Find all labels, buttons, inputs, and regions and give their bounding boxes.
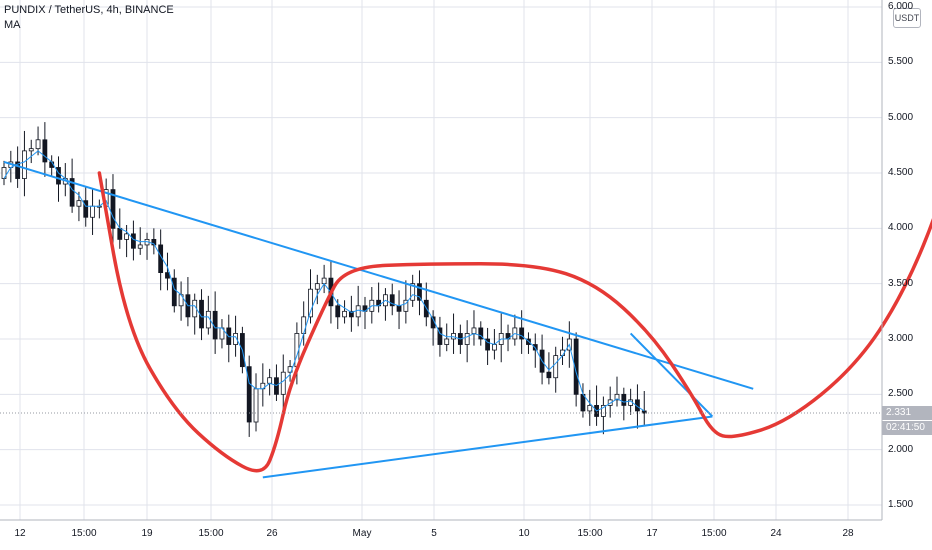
candle-body bbox=[246, 366, 252, 423]
last-price-label: 2.331 bbox=[882, 406, 932, 420]
candle-body bbox=[137, 244, 143, 249]
candle-body bbox=[410, 283, 416, 301]
candle-body bbox=[90, 205, 95, 218]
candle-body bbox=[403, 299, 409, 312]
candle-body bbox=[492, 344, 497, 351]
candle-body bbox=[587, 404, 593, 412]
chart-grid bbox=[0, 0, 882, 520]
candle-body bbox=[342, 310, 347, 318]
symbol-title[interactable]: PUNDIX / TetherUS, 4h, BINANCE bbox=[4, 4, 174, 16]
candle-body bbox=[151, 238, 157, 246]
x-tick-label: 15:00 bbox=[701, 528, 727, 539]
y-tick-label: 4.000 bbox=[888, 222, 914, 234]
y-tick-label: 2.500 bbox=[888, 388, 914, 400]
candle-body bbox=[451, 333, 456, 340]
candle-body bbox=[335, 305, 341, 318]
candle-body bbox=[117, 227, 123, 240]
candle-body bbox=[389, 294, 395, 307]
candle-body bbox=[396, 305, 402, 312]
x-tick-label: 15:00 bbox=[71, 528, 97, 539]
x-tick-label: 10 bbox=[518, 528, 530, 539]
candle-body bbox=[437, 327, 443, 345]
x-tick-label: 12 bbox=[14, 528, 26, 539]
trendline-lower bbox=[262, 415, 713, 479]
candle-body bbox=[308, 288, 313, 318]
candle-body bbox=[444, 338, 450, 345]
candle-body bbox=[348, 310, 354, 318]
candle-body bbox=[614, 393, 620, 401]
candle-body bbox=[553, 355, 559, 379]
candle-body bbox=[171, 277, 177, 307]
bar-countdown-label: 02:41:50 bbox=[882, 421, 932, 435]
y-tick-label: 2.000 bbox=[888, 443, 914, 455]
candle-body bbox=[15, 161, 21, 179]
candle-body bbox=[233, 333, 238, 345]
candle-body bbox=[471, 327, 477, 334]
x-tick-label: 15:00 bbox=[198, 528, 224, 539]
candle-body bbox=[69, 178, 75, 207]
candle-body bbox=[165, 272, 170, 279]
candle-body bbox=[464, 333, 470, 345]
candle-body bbox=[280, 371, 286, 395]
y-tick-label: 4.500 bbox=[888, 167, 914, 178]
y-tick-label: 6.000 bbox=[888, 1, 914, 12]
trendline-upper bbox=[3, 160, 754, 390]
y-tick-label: 5.500 bbox=[888, 56, 914, 68]
x-tick-label: 26 bbox=[266, 528, 278, 539]
currency-button[interactable]: USDT bbox=[893, 8, 921, 28]
candle-body bbox=[417, 283, 422, 301]
x-tick-label: 5 bbox=[431, 528, 437, 539]
candle-body bbox=[485, 338, 490, 351]
candle-body bbox=[110, 189, 116, 229]
candle-body bbox=[83, 200, 89, 218]
candle-body bbox=[131, 233, 136, 249]
y-tick-label: 1.500 bbox=[888, 499, 914, 510]
candle-body bbox=[22, 150, 27, 179]
candlestick-series bbox=[1, 122, 647, 437]
candle-body bbox=[267, 377, 273, 384]
ma-indicator-label[interactable]: MA bbox=[4, 19, 21, 31]
candle-body bbox=[124, 233, 130, 240]
candle-body bbox=[56, 167, 61, 185]
x-tick-label: May bbox=[352, 528, 372, 539]
candle-body bbox=[573, 338, 579, 395]
y-tick-label: 3.500 bbox=[888, 277, 914, 289]
trendlines bbox=[3, 160, 754, 479]
candle-body bbox=[321, 277, 327, 285]
candle-body bbox=[355, 305, 361, 318]
candle-body bbox=[28, 148, 34, 152]
candle-body bbox=[76, 200, 82, 207]
x-tick-label: 19 bbox=[141, 528, 153, 539]
candle-body bbox=[1, 167, 7, 179]
candle-body bbox=[314, 283, 320, 290]
chart-legend: PUNDIX / TetherUS, 4h, BINANCE MA bbox=[4, 3, 174, 33]
x-tick-label: 28 bbox=[842, 528, 854, 539]
x-tick-label: 17 bbox=[646, 528, 658, 539]
projection-drawing bbox=[97, 171, 932, 473]
candle-body bbox=[519, 327, 525, 340]
candle-body bbox=[35, 139, 41, 150]
x-tick-label: 15:00 bbox=[577, 528, 603, 539]
ma-line bbox=[3, 150, 645, 412]
x-tick-label: 24 bbox=[770, 528, 782, 539]
candle-body bbox=[301, 316, 307, 334]
candle-body bbox=[621, 393, 627, 406]
candle-body bbox=[253, 388, 259, 423]
candle-body bbox=[478, 327, 484, 340]
y-tick-label: 3.000 bbox=[888, 333, 914, 344]
y-tick-label: 5.000 bbox=[888, 111, 914, 123]
candle-body bbox=[600, 404, 606, 417]
trendline-inner bbox=[629, 332, 714, 418]
candle-body bbox=[42, 139, 48, 163]
candle-body bbox=[546, 371, 552, 379]
